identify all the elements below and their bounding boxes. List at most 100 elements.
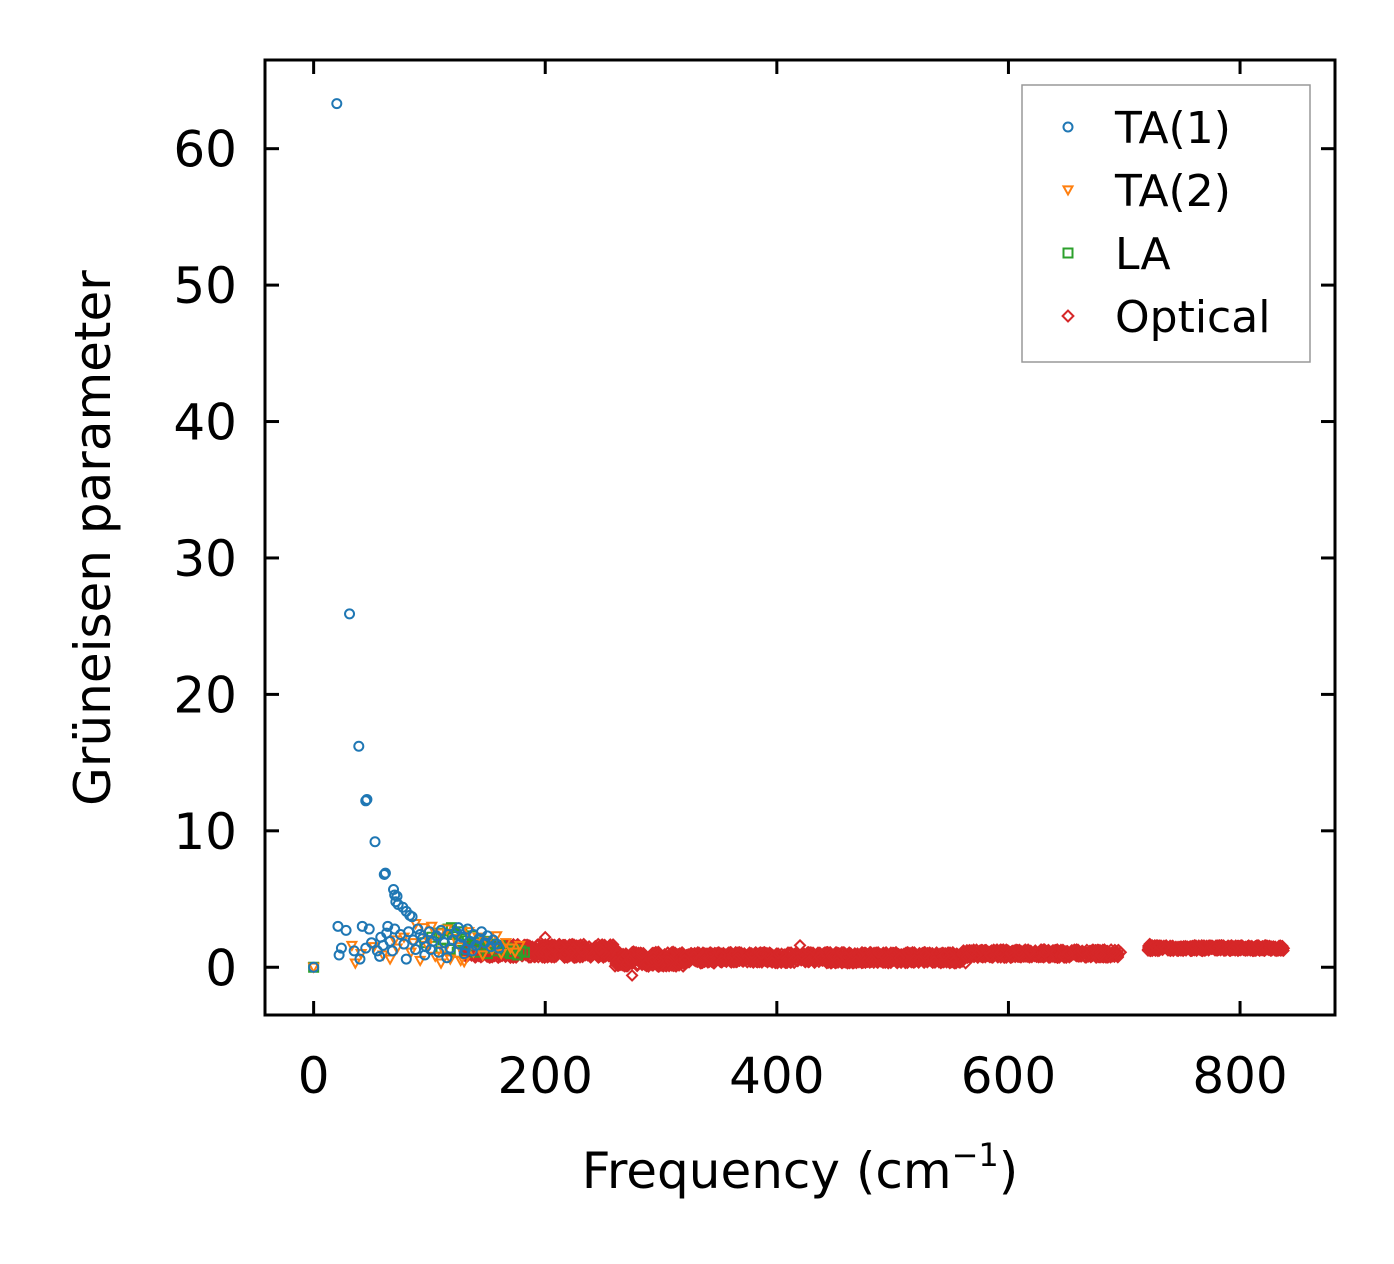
data-point [912,954,926,967]
data-point [390,896,402,908]
data-point [1164,942,1178,956]
y-tick-label: 60 [173,121,237,179]
data-point [652,954,666,968]
data-point [388,935,401,947]
data-point [703,951,717,965]
y-tick-label: 40 [173,394,237,452]
x-tick-label: 400 [729,1047,824,1105]
legend-entries: TA(1) TA(2) LA Optical [1061,103,1270,343]
series-ta-1- [308,98,505,973]
data-point [400,953,412,965]
data-point [937,955,951,969]
data-point [1057,949,1070,963]
data-point [1221,942,1235,956]
legend-marker [1061,309,1075,323]
data-point [760,947,774,961]
data-point [441,952,453,964]
data-point [988,948,1002,962]
data-point [993,946,1007,960]
data-point [849,949,862,963]
data-point [558,947,572,961]
data-point [1185,941,1199,955]
data-point [541,943,555,957]
legend-marker [1062,247,1074,259]
data-point [1215,939,1229,952]
data-point [564,945,578,959]
data-point [824,949,838,963]
data-point [729,953,743,967]
legend-label: LA [1115,229,1171,280]
data-point [564,938,578,952]
x-tick-label: 0 [298,1047,330,1105]
data-point [876,955,889,969]
data-point [410,944,422,956]
data-point [1235,939,1248,953]
data-point [838,950,852,964]
data-point [871,946,885,959]
data-point [714,948,728,962]
data-point [335,942,347,954]
data-point [382,920,394,932]
data-point [864,953,878,967]
data-point [1106,945,1120,959]
data-point [386,945,398,957]
data-point [379,867,391,879]
data-point [1141,943,1155,957]
data-point [1037,946,1051,960]
data-point [892,951,906,965]
data-point [1042,949,1056,963]
data-marks [307,98,1291,982]
data-point [333,949,345,961]
data-point [811,946,825,960]
data-point [755,947,769,961]
x-tick-label: 800 [1192,1047,1287,1105]
data-point [414,929,426,941]
data-point [499,938,513,950]
data-point [619,958,633,972]
data-point [348,945,360,957]
data-point [1012,943,1026,957]
axis-tick-labels: 0 200 400 600 800 0 10 20 30 40 50 60 [173,121,1287,1105]
data-point [635,947,649,961]
data-point [553,940,567,953]
data-point [687,949,701,963]
data-point [518,946,530,958]
data-point [765,955,779,969]
data-point [331,98,343,110]
data-point [1227,941,1240,955]
data-point [1207,940,1221,954]
data-point [1246,941,1260,954]
data-point [918,947,932,961]
data-point [937,949,951,963]
data-point [608,959,622,973]
data-point [830,956,844,970]
data-point [775,947,789,961]
data-point [622,953,636,967]
legend-label: TA(1) [1114,103,1231,154]
data-point [849,955,863,968]
y-axis-label: Grüneisen parameter [64,270,122,806]
data-point [495,949,508,961]
legend-marker [1062,121,1074,133]
data-point [354,953,366,965]
data-point [663,954,677,968]
data-point [360,942,372,954]
data-point [363,923,375,935]
data-point [384,935,396,947]
data-point [412,923,424,935]
data-point [419,949,431,961]
data-point [1061,947,1075,961]
data-point [787,953,801,967]
data-point [434,958,448,970]
data-point [340,924,352,936]
plot-frame [263,58,1337,1017]
data-point [593,943,607,957]
data-point [678,953,692,967]
data-point [466,945,478,957]
data-point [476,950,489,962]
y-tick-label: 20 [173,666,237,724]
data-point [1251,939,1265,953]
y-tick-label: 50 [173,257,237,315]
data-point [638,958,652,972]
